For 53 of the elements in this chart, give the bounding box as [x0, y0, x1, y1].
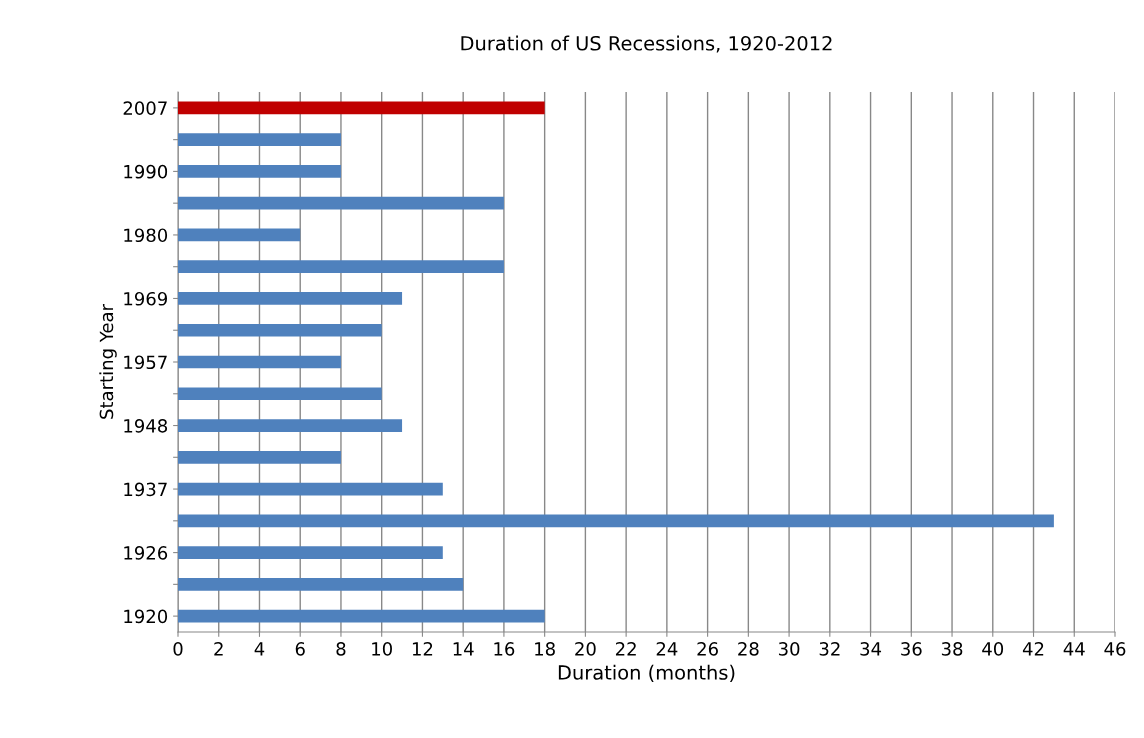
- x-tick-label: 20: [575, 642, 596, 656]
- x-tick-label: 0: [173, 642, 183, 656]
- x-tick-label: 36: [901, 642, 922, 656]
- x-tick-label: 32: [819, 642, 840, 656]
- x-tick-label: 26: [697, 642, 718, 656]
- x-tick-label: 18: [535, 642, 555, 656]
- x-tick-label: 30: [778, 642, 800, 656]
- bar: [178, 450, 341, 464]
- y-tick-label: 1957: [124, 355, 167, 370]
- bar: [178, 228, 301, 242]
- bar: [178, 165, 341, 178]
- bar: [178, 101, 545, 115]
- y-tick-label: 1948: [124, 418, 168, 433]
- chart-title: Duration of US Recessions, 1920-2012: [461, 35, 832, 53]
- bar: [178, 387, 382, 401]
- x-tick-label: 12: [412, 642, 433, 656]
- x-tick-label: 24: [656, 642, 678, 656]
- x-tick-label: 44: [1063, 642, 1085, 656]
- x-tick-label: 40: [982, 642, 1004, 656]
- bar: [178, 514, 1054, 528]
- x-axis-title: Duration (months): [558, 664, 735, 683]
- y-tick-label: 1920: [124, 609, 168, 624]
- x-tick-label: 42: [1022, 642, 1044, 656]
- x-tick-label: 10: [372, 642, 392, 656]
- bar: [178, 133, 341, 146]
- x-tick-label: 34: [860, 642, 882, 656]
- bar: [178, 323, 382, 337]
- y-tick-label: 1937: [124, 482, 167, 497]
- y-tick-label: 1926: [124, 546, 168, 560]
- bar: [178, 292, 403, 305]
- bar: [178, 260, 504, 274]
- x-tick-label: 2: [214, 642, 223, 656]
- bar: [178, 546, 443, 559]
- y-tick-label: 1980: [124, 228, 168, 243]
- x-tick-label: 38: [941, 642, 963, 656]
- y-tick-label: 1969: [124, 291, 168, 306]
- x-tick-label: 28: [738, 642, 759, 656]
- bar: [178, 609, 545, 623]
- x-tick-label: 46: [1104, 642, 1126, 656]
- bar: [178, 419, 403, 432]
- bar: [178, 355, 341, 369]
- x-tick-label: 4: [254, 642, 265, 656]
- y-tick-label: 2007: [123, 101, 167, 115]
- y-tick-label: 1990: [124, 164, 168, 179]
- x-tick-label: 6: [295, 642, 305, 656]
- x-tick-label: 16: [494, 642, 515, 656]
- y-axis-title: Starting Year: [99, 304, 117, 419]
- bar: [178, 578, 464, 591]
- x-tick-label: 22: [615, 642, 636, 656]
- bar: [178, 482, 443, 496]
- bar: [178, 196, 504, 210]
- x-tick-label: 8: [336, 642, 346, 656]
- x-tick-label: 14: [453, 642, 474, 656]
